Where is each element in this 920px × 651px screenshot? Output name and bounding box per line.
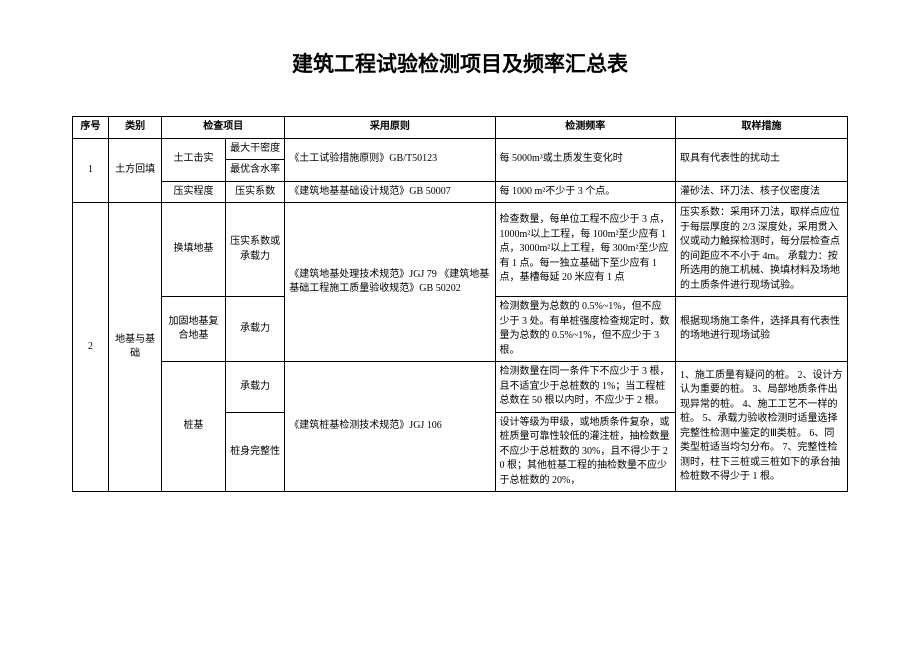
table-row: 压实程度 压实系数 《建筑地基基础设计规范》GB 50007 每 1000 m²… <box>73 181 848 203</box>
cell-seq: 1 <box>73 138 109 203</box>
cell-std: 《土工试验措施原则》GB/T50123 <box>285 138 495 181</box>
cell-chk2: 压实系数或承载力 <box>225 203 284 297</box>
col-seq: 序号 <box>73 117 109 139</box>
cell-chk: 桩基 <box>162 362 226 492</box>
table-row: 1 土方回填 土工击实 最大干密度 《土工试验措施原则》GB/T50123 每 … <box>73 138 848 160</box>
cell-chk2: 最优含水率 <box>225 160 284 182</box>
cell-freq: 每 5000m³或土质发生变化时 <box>495 138 675 181</box>
cell-chk2: 压实系数 <box>225 181 284 203</box>
cell-freq: 每 1000 m²不少于 3 个点。 <box>495 181 675 203</box>
cell-chk: 换填地基 <box>162 203 226 297</box>
cell-chk: 土工击实 <box>162 138 226 181</box>
cell-std: 《建筑地基处理技术规范》JGJ 79 《建筑地基基础工程施工质量验收规范》GB … <box>285 203 495 362</box>
cell-samp: 灌砂法、环刀法、核子仪密度法 <box>675 181 847 203</box>
col-std: 采用原则 <box>285 117 495 139</box>
cell-std: 《建筑桩基检测技术规范》JGJ 106 <box>285 362 495 492</box>
col-cat: 类别 <box>109 117 162 139</box>
col-chk: 检查项目 <box>162 117 285 139</box>
cell-cat: 土方回填 <box>109 138 162 203</box>
cell-samp: 取具有代表性的扰动土 <box>675 138 847 181</box>
main-table: 序号 类别 检查项目 采用原则 检测频率 取样措施 1 土方回填 土工击实 最大… <box>72 116 848 492</box>
table-header-row: 序号 类别 检查项目 采用原则 检测频率 取样措施 <box>73 117 848 139</box>
cell-chk2: 承载力 <box>225 297 284 362</box>
cell-samp: 压实系数：采用环刀法，取样点应位于每层厚度的 2/3 深度处，采用贯入仪或动力触… <box>675 203 847 297</box>
cell-freq: 检测数量为总数的 0.5%~1%，但不应少于 3 处。有单桩强度检查规定时，数量… <box>495 297 675 362</box>
col-freq: 检测频率 <box>495 117 675 139</box>
cell-cat: 地基与基础 <box>109 203 162 492</box>
cell-chk: 压实程度 <box>162 181 226 203</box>
cell-freq: 检测数量在同一条件下不应少于 3 根，且不适宜少于总桩数的 1%；当工程桩总数在… <box>495 362 675 413</box>
cell-seq: 2 <box>73 203 109 492</box>
cell-samp: 1、施工质量有疑问的桩。 2、设计方认为重要的桩。 3、局部地质条件出现异常的桩… <box>675 362 847 492</box>
cell-chk2: 桩身完整性 <box>225 412 284 492</box>
table-row: 2 地基与基础 换填地基 压实系数或承载力 《建筑地基处理技术规范》JGJ 79… <box>73 203 848 297</box>
cell-freq: 设计等级为甲级，或地质条件复杂，或桩质量可靠性较低的灌注桩，抽检数量不应少于总桩… <box>495 412 675 492</box>
table-row: 桩基 承载力 《建筑桩基检测技术规范》JGJ 106 检测数量在同一条件下不应少… <box>73 362 848 413</box>
cell-samp: 根据现场施工条件，选择具有代表性的场地进行现场试验 <box>675 297 847 362</box>
page-container: 建筑工程试验检测项目及频率汇总表 序号 类别 检查项目 采用原则 检测频率 取样… <box>0 0 920 512</box>
col-samp: 取样措施 <box>675 117 847 139</box>
cell-chk2: 承载力 <box>225 362 284 413</box>
cell-std: 《建筑地基基础设计规范》GB 50007 <box>285 181 495 203</box>
page-title: 建筑工程试验检测项目及频率汇总表 <box>72 48 848 78</box>
cell-chk2: 最大干密度 <box>225 138 284 160</box>
cell-chk: 加固地基复合地基 <box>162 297 226 362</box>
cell-freq: 检查数量，每单位工程不应少于 3 点，1000m²以上工程，每 100m²至少应… <box>495 203 675 297</box>
